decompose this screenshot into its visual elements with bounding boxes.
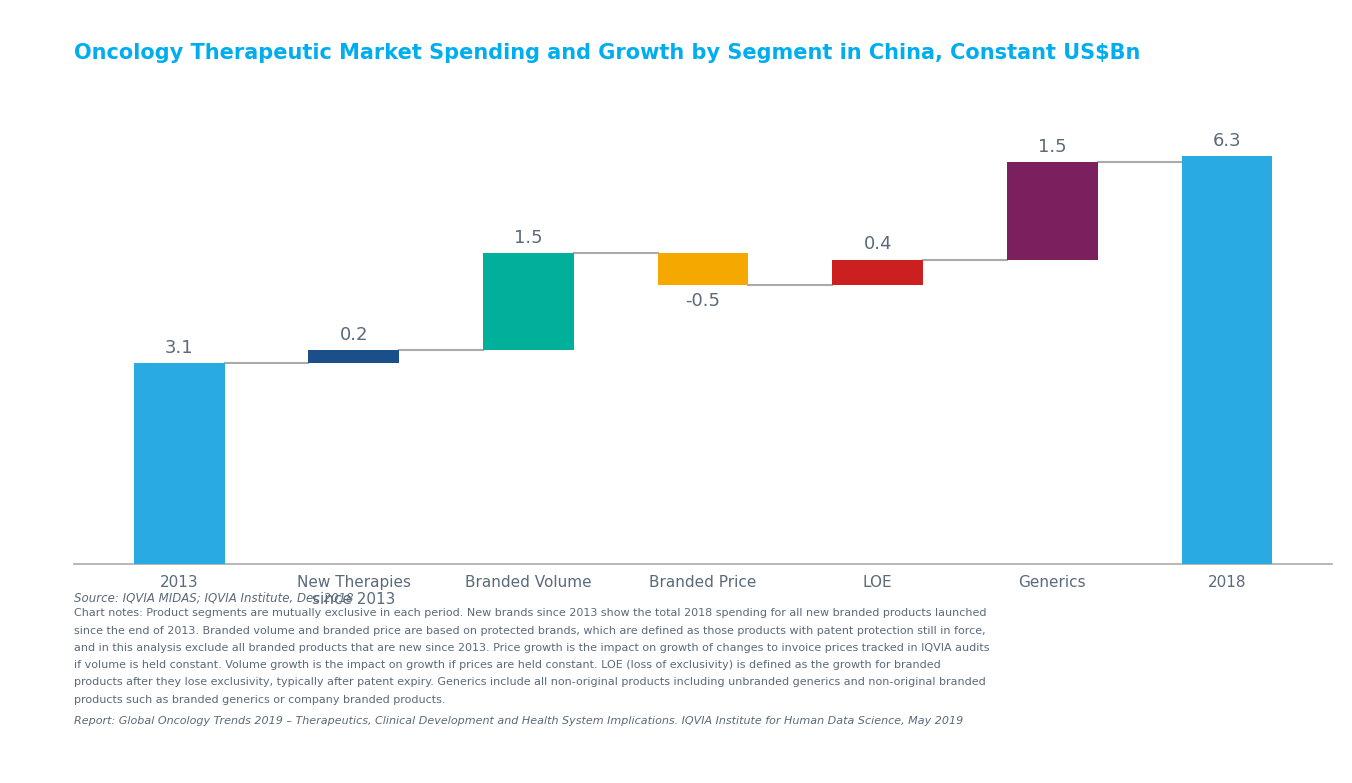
- Text: 1.5: 1.5: [1038, 138, 1067, 156]
- Text: Oncology Therapeutic Market Spending and Growth by Segment in China, Constant US: Oncology Therapeutic Market Spending and…: [74, 43, 1141, 63]
- Bar: [1182, 156, 1272, 564]
- Text: 6.3: 6.3: [1213, 132, 1241, 150]
- Text: -0.5: -0.5: [685, 292, 721, 310]
- Text: 3.1: 3.1: [165, 338, 193, 356]
- Text: and in this analysis exclude all branded products that are new since 2013. Price: and in this analysis exclude all branded…: [74, 643, 990, 653]
- Bar: [483, 253, 573, 350]
- Text: Chart notes: Product segments are mutually exclusive in each period. New brands : Chart notes: Product segments are mutual…: [74, 608, 987, 619]
- Text: products such as branded generics or company branded products.: products such as branded generics or com…: [74, 695, 446, 705]
- Text: Report: Global Oncology Trends 2019 – Therapeutics, Clinical Development and Hea: Report: Global Oncology Trends 2019 – Th…: [74, 716, 964, 726]
- Bar: [1007, 162, 1098, 259]
- Bar: [833, 259, 923, 286]
- Text: since the end of 2013. Branded volume and branded price are based on protected b: since the end of 2013. Branded volume an…: [74, 626, 986, 636]
- Text: 1.5: 1.5: [514, 229, 542, 247]
- Text: 0.4: 0.4: [864, 235, 892, 253]
- Bar: [308, 350, 399, 363]
- Bar: [657, 253, 749, 286]
- Text: products after they lose exclusivity, typically after patent expiry. Generics in: products after they lose exclusivity, ty…: [74, 677, 986, 687]
- Text: Source: IQVIA MIDAS; IQVIA Institute, Dec 2018: Source: IQVIA MIDAS; IQVIA Institute, De…: [74, 591, 354, 604]
- Text: 0.2: 0.2: [339, 326, 368, 344]
- Text: if volume is held constant. Volume growth is the impact on growth if prices are : if volume is held constant. Volume growt…: [74, 660, 941, 670]
- Bar: [134, 363, 224, 564]
